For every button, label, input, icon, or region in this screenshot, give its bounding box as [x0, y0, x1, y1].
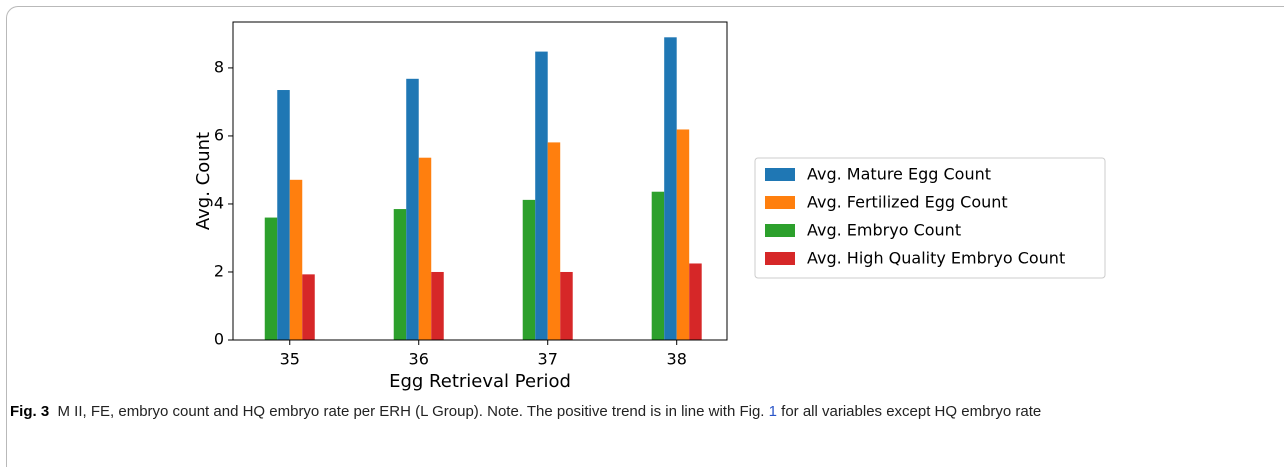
y-tick-label: 6 — [214, 125, 224, 144]
x-tick-label: 36 — [409, 350, 429, 369]
y-tick-label: 4 — [214, 193, 224, 212]
caption-label: Fig. 3 — [10, 403, 50, 420]
legend-swatch — [765, 224, 795, 237]
bar — [406, 78, 419, 341]
bar — [651, 191, 665, 340]
legend-swatch — [765, 196, 795, 209]
x-tick-label: 38 — [667, 350, 687, 369]
legend-label: Avg. Fertilized Egg Count — [807, 193, 1008, 212]
bar — [431, 271, 444, 340]
bar — [277, 90, 290, 340]
y-axis-label: Avg. Count — [193, 132, 214, 230]
legend-swatch — [765, 168, 795, 181]
caption: Fig. 3 M II, FE, embryo count and HQ emb… — [10, 401, 1180, 423]
caption-link[interactable]: 1 — [768, 403, 777, 420]
chart: 0 2 4 6 8 35 36 37 38 Egg Retrieval Period Avg. Co… — [193, 21, 1106, 392]
bar — [302, 274, 315, 340]
bar — [522, 199, 536, 340]
x-tick-label: 35 — [280, 350, 300, 369]
caption-text: for all variables except HQ embryo rate — [781, 403, 1042, 420]
caption-text: M II, FE, embryo count and HQ embryo rat… — [57, 403, 765, 420]
bar — [664, 37, 677, 341]
bar — [676, 129, 690, 340]
bar — [535, 51, 548, 341]
bar — [418, 157, 432, 340]
bar — [264, 217, 278, 340]
legend-label: Avg. Mature Egg Count — [807, 165, 991, 184]
bar — [547, 142, 561, 340]
legend-swatch — [765, 252, 795, 265]
y-tick-label: 0 — [214, 330, 224, 349]
plot-frame — [232, 21, 728, 341]
x-tick-label: 37 — [538, 350, 558, 369]
bar — [689, 263, 702, 340]
x-axis-label: Egg Retrieval Period — [389, 371, 571, 392]
bar — [393, 209, 407, 340]
legend-label: Avg. High Quality Embryo Count — [807, 249, 1065, 268]
bar — [560, 271, 573, 340]
figure-frame — [6, 6, 1284, 467]
bar — [289, 179, 303, 340]
legend-label: Avg. Embryo Count — [807, 221, 961, 240]
legend-box — [754, 157, 1106, 279]
y-tick-label: 2 — [214, 261, 224, 280]
y-tick-label: 8 — [214, 57, 224, 76]
